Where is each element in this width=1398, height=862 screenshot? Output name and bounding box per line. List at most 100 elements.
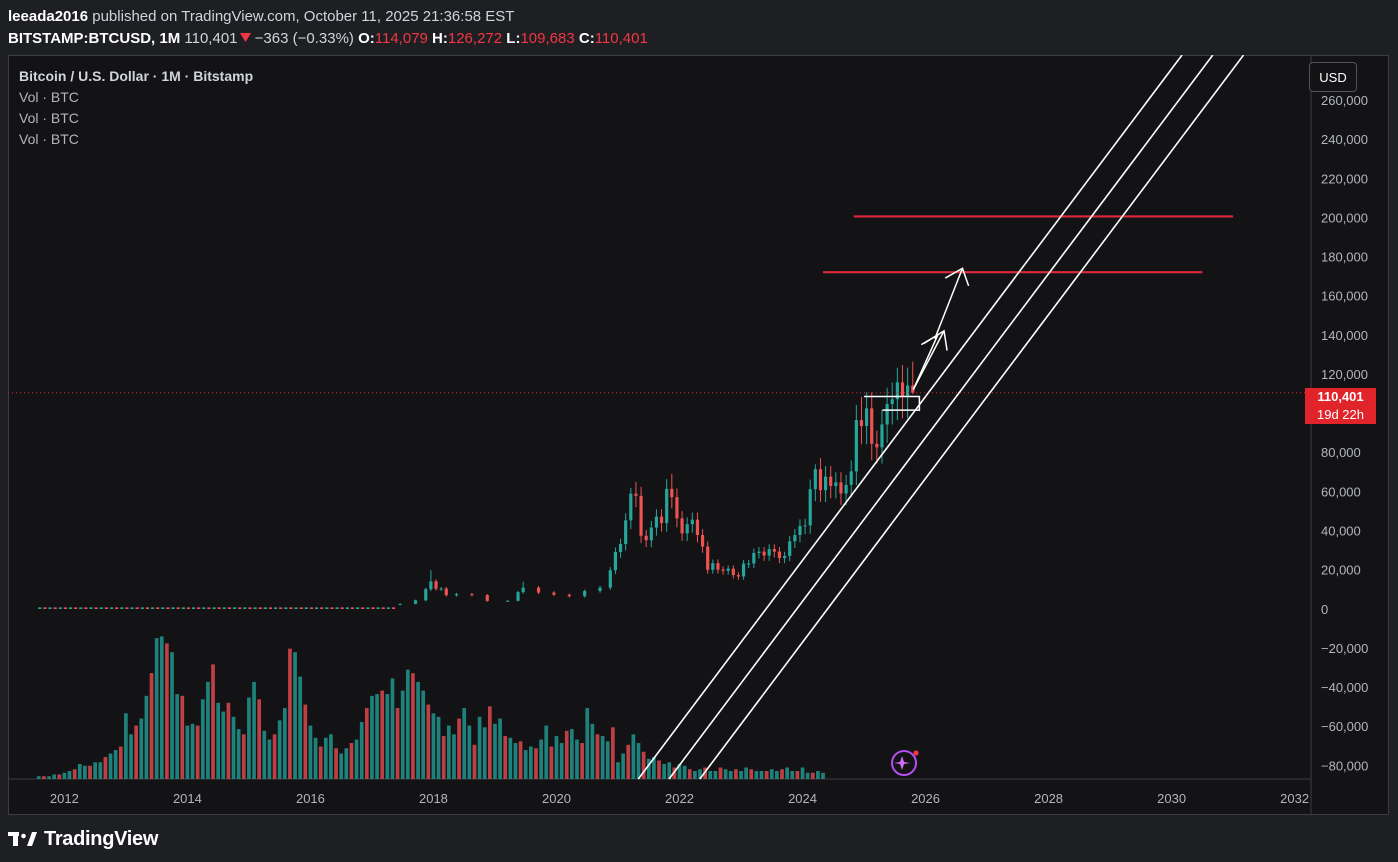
volume-bar — [282, 708, 287, 779]
volume-bar — [226, 702, 231, 779]
volume-bar — [554, 736, 559, 779]
volume-bar — [405, 669, 410, 779]
volume-bar — [698, 769, 702, 779]
volume-bar — [134, 725, 138, 779]
price-change: −363 (−0.33%) — [254, 30, 354, 47]
price-candle — [870, 408, 874, 444]
price-candle — [731, 568, 735, 576]
brand-name[interactable]: TradingView — [44, 827, 159, 850]
price-candle — [716, 563, 720, 570]
currency-button[interactable]: USD — [1309, 62, 1357, 92]
volume-bar — [257, 699, 262, 779]
ohlc-row: BITSTAMP:BTCUSD, 1M 110,401 −363 (−0.33%… — [8, 30, 648, 47]
volume-bar — [421, 690, 426, 779]
price-candle — [470, 594, 474, 596]
price-candle — [736, 575, 741, 577]
price-candle — [772, 549, 776, 552]
range-box — [864, 395, 921, 411]
price-candle — [818, 469, 823, 491]
open-label: O: — [358, 30, 375, 47]
author-name[interactable]: leeada2016 — [8, 8, 89, 25]
volume-bar — [185, 725, 190, 779]
low-label: L: — [506, 30, 521, 47]
volume-bar — [139, 718, 144, 779]
publish-info: leeada2016 published on TradingView.com,… — [8, 8, 514, 25]
volume-bar — [431, 713, 436, 779]
volume-bar — [703, 767, 707, 779]
time-axis-label: 2030 — [1157, 791, 1186, 806]
volume-bar — [677, 764, 682, 779]
price-chart[interactable]: 260,000 240,000 220,000 200,000 180,000 160,0… — [8, 55, 1389, 815]
volume-bar — [426, 704, 431, 779]
price-candle — [583, 590, 587, 597]
trend-channel-line — [668, 55, 1214, 780]
price-candle — [813, 469, 817, 490]
volume-bar — [170, 652, 174, 779]
volume-bar — [621, 753, 625, 779]
volume-bar — [175, 694, 180, 779]
volume-bar — [318, 746, 323, 779]
volume-bar — [165, 643, 169, 779]
volume-bar — [124, 713, 128, 779]
price-candle — [900, 382, 905, 398]
price-candle — [536, 587, 541, 593]
price-candle — [757, 551, 761, 553]
price-candle — [890, 399, 894, 405]
sparkle-assistant-icon — [891, 750, 918, 776]
volume-bar — [262, 730, 267, 779]
price-axis-label: 0 — [1321, 602, 1328, 617]
price-candle — [429, 581, 433, 590]
volume-bar — [241, 734, 246, 779]
legend-indicator[interactable]: Vol · BTC — [19, 110, 79, 126]
volume-bar — [159, 636, 164, 779]
price-axis-label: −60,000 — [1321, 719, 1368, 734]
legend-title[interactable]: Bitcoin / U.S. Dollar · 1M · Bitstamp — [19, 68, 254, 84]
price-candle — [808, 489, 812, 526]
volume-bar — [467, 725, 472, 779]
time-axis-label: 2026 — [911, 791, 940, 806]
volume-bar — [780, 769, 784, 779]
price-candle — [793, 534, 797, 542]
publish-text: published on TradingView.com, October 11… — [92, 8, 515, 25]
volume-bar — [436, 716, 441, 779]
legend-indicator[interactable]: Vol · BTC — [19, 89, 79, 105]
tradingview-logo-icon[interactable] — [8, 831, 38, 847]
chart-container[interactable]: 260,000 240,000 220,000 200,000 180,000 160,0… — [8, 55, 1389, 815]
volume-bar — [713, 771, 718, 779]
time-axis-label: 2014 — [173, 791, 202, 806]
volume-bar — [667, 762, 672, 779]
volume-bar — [616, 762, 620, 779]
price-candle — [895, 382, 899, 400]
volume-bar — [149, 673, 154, 779]
price-candle — [849, 471, 853, 485]
price-candle — [690, 519, 694, 525]
price-candle — [649, 527, 653, 541]
volume-bar — [498, 718, 502, 779]
volume-bar — [646, 758, 651, 779]
time-axis-label: 2012 — [50, 791, 79, 806]
volume-bar — [493, 723, 497, 779]
volume-bar — [411, 673, 415, 779]
volume-bar — [477, 716, 482, 779]
price-axis-label: 160,000 — [1321, 289, 1368, 304]
trend-channel-line — [699, 55, 1245, 780]
volume-bar — [472, 744, 477, 779]
volume-bar — [400, 690, 405, 779]
legend-indicator[interactable]: Vol · BTC — [19, 131, 79, 147]
price-candle — [629, 493, 633, 521]
price-candle — [680, 518, 684, 534]
footer: TradingView — [8, 826, 158, 852]
price-candle — [695, 519, 700, 535]
volume-bar — [611, 727, 615, 779]
symbol-label: BITSTAMP:BTCUSD, 1M — [8, 30, 181, 47]
volume-bar — [108, 753, 113, 779]
volume-bar — [508, 737, 513, 779]
volume-bar — [457, 718, 461, 779]
price-candle — [844, 484, 848, 494]
volume-bar — [462, 708, 467, 779]
price-candle — [659, 516, 664, 524]
volume-bar — [364, 708, 369, 779]
price-candle — [444, 588, 448, 596]
volume-bar — [754, 771, 759, 779]
price-candle — [741, 563, 746, 577]
